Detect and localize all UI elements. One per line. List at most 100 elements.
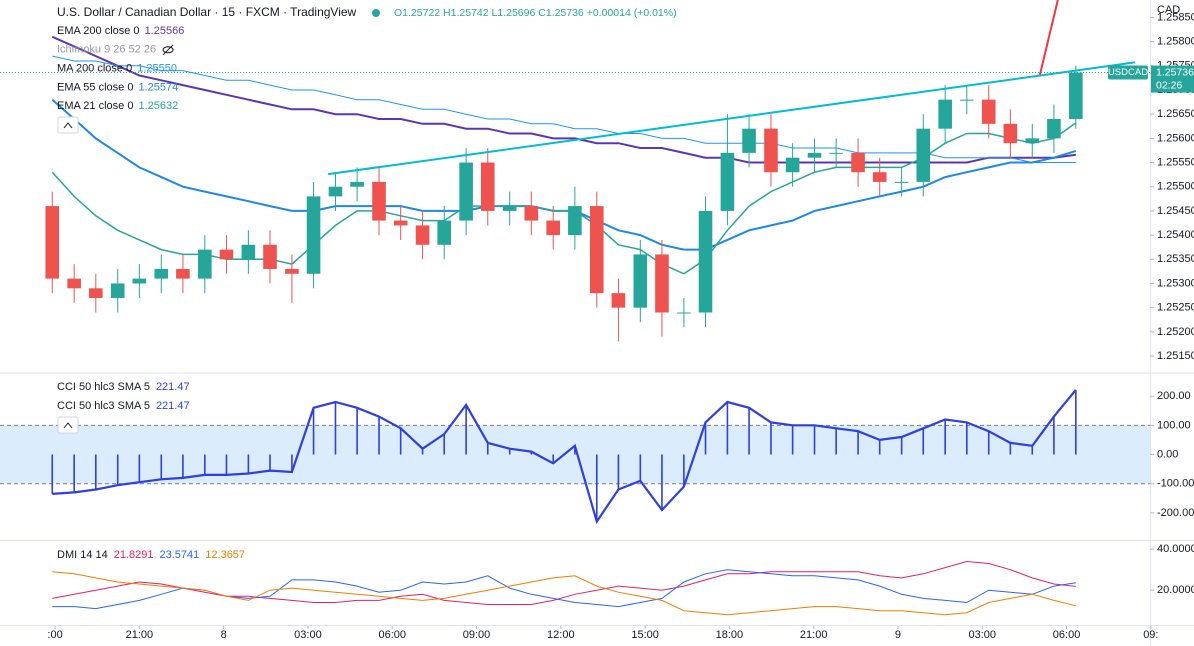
candle-body bbox=[981, 99, 996, 124]
legend-entry: EMA 200 close 0 bbox=[57, 25, 140, 37]
axis-unit: CAD bbox=[1157, 4, 1180, 16]
y-tick-label: 0.00 bbox=[1157, 448, 1178, 460]
x-tick-label: 09:00 bbox=[463, 629, 491, 641]
symbol-title: U.S. Dollar / Canadian Dollar · 15 · FXC… bbox=[57, 5, 357, 19]
x-tick-label: 03:00 bbox=[294, 629, 322, 641]
candle-body bbox=[894, 181, 909, 183]
legend-entry: CCI 50 hlc3 SMA 5 bbox=[57, 400, 150, 412]
ohlc-open: O1.25722 bbox=[394, 7, 440, 19]
candle-body bbox=[502, 206, 517, 211]
y-tick-label: -100.00 bbox=[1157, 478, 1194, 490]
candle-body bbox=[568, 206, 582, 236]
y-tick-label: 1.25650 bbox=[1157, 108, 1194, 120]
y-tick-label: 1.25350 bbox=[1157, 253, 1194, 265]
y-tick-label: 1.25850 bbox=[1157, 11, 1194, 23]
legend-entry: EMA 55 close 0 bbox=[57, 81, 133, 93]
candle-body bbox=[611, 293, 626, 308]
candle-body bbox=[764, 128, 778, 173]
candle-body bbox=[263, 244, 277, 269]
y-tick-label: 20.0000 bbox=[1157, 584, 1194, 596]
candle-body bbox=[589, 206, 604, 294]
x-tick-label: 03:00 bbox=[968, 629, 996, 641]
candle-body bbox=[807, 152, 822, 158]
candle-body bbox=[67, 278, 81, 289]
candle-body bbox=[546, 220, 561, 236]
candle-body bbox=[328, 186, 343, 197]
candle-body bbox=[1069, 72, 1083, 120]
candle-body bbox=[285, 268, 299, 274]
candle-body bbox=[219, 249, 234, 260]
price-tag-countdown: 02:26 bbox=[1156, 79, 1182, 91]
candle-body bbox=[633, 254, 648, 308]
y-tick-label: 1.25600 bbox=[1157, 132, 1194, 144]
y-tick-label: 1.25300 bbox=[1157, 277, 1194, 289]
candle-body bbox=[241, 244, 256, 260]
candle-body bbox=[480, 162, 495, 211]
ohlc-low: L1.25696 bbox=[492, 7, 536, 19]
ohlc-close: C1.25736 bbox=[538, 7, 584, 19]
legend-value: 1.25632 bbox=[138, 100, 178, 112]
legend-title: DMI 14 14 bbox=[57, 549, 108, 561]
y-tick-label: 1.25150 bbox=[1157, 350, 1194, 362]
candle-body bbox=[872, 172, 887, 182]
candle-body bbox=[960, 99, 974, 101]
candle-body bbox=[698, 210, 713, 313]
market-status bbox=[372, 9, 380, 17]
legend-entry: MA 200 close 0 bbox=[57, 63, 132, 75]
candle-body bbox=[655, 254, 669, 313]
visibility-icon bbox=[162, 46, 174, 54]
legend-entry-hidden: Ichimoku 9 26 52 26 bbox=[57, 44, 156, 56]
legend-value: 12.3657 bbox=[205, 549, 245, 561]
legend-value: 21.8291 bbox=[114, 549, 154, 561]
y-tick-label: 200.00 bbox=[1157, 390, 1191, 402]
candle-body bbox=[938, 99, 952, 129]
candle-body bbox=[829, 152, 843, 154]
y-tick-label: 1.25400 bbox=[1157, 229, 1194, 241]
candle-body bbox=[1003, 123, 1018, 144]
y-tick-label: -200.00 bbox=[1157, 507, 1194, 519]
candle-body bbox=[372, 181, 386, 221]
indicator-line bbox=[51, 35, 1076, 164]
y-tick-label: 40.0000 bbox=[1157, 543, 1194, 555]
legend-value: 23.5741 bbox=[160, 549, 200, 561]
x-tick-label: 21:00 bbox=[126, 629, 154, 641]
y-tick-label: 1.25450 bbox=[1157, 205, 1194, 217]
candle-body bbox=[176, 268, 190, 279]
oscillator-line bbox=[52, 389, 1077, 525]
x-tick-label: 9 bbox=[895, 629, 901, 641]
legend-entry: CCI 50 hlc3 SMA 5 bbox=[57, 381, 150, 393]
x-tick-label: 09: bbox=[1143, 629, 1158, 641]
candle-body bbox=[785, 157, 800, 173]
collapse-button[interactable] bbox=[57, 116, 79, 134]
candle-body bbox=[1047, 119, 1061, 139]
y-tick-label: 1.25200 bbox=[1157, 326, 1194, 338]
collapse-button[interactable] bbox=[57, 416, 79, 434]
candle-body bbox=[110, 283, 125, 298]
candle-body bbox=[720, 152, 735, 211]
y-tick-label: 1.25250 bbox=[1157, 302, 1194, 314]
candle-body bbox=[851, 152, 865, 173]
symbol-tag bbox=[1108, 65, 1148, 80]
candle-body bbox=[132, 278, 147, 284]
y-tick-label: 1.25550 bbox=[1157, 156, 1194, 168]
x-tick-label: :00 bbox=[47, 629, 62, 641]
candle-body bbox=[524, 206, 539, 221]
legend-value: 221.47 bbox=[156, 400, 190, 412]
legend-value: 221.47 bbox=[156, 381, 190, 393]
candle-body bbox=[677, 312, 691, 314]
legend-value: 1.25550 bbox=[137, 63, 177, 75]
legend-value: 1.25574 bbox=[138, 81, 178, 93]
candle-body bbox=[45, 206, 60, 279]
candle-body bbox=[415, 225, 430, 245]
ohlc-high: H1.25742 bbox=[443, 7, 489, 19]
candle-body bbox=[916, 128, 931, 182]
symbol-tag-label: USDCAD bbox=[1108, 67, 1148, 78]
trend-line bbox=[1038, 0, 1059, 76]
indicator-line bbox=[52, 571, 1076, 616]
y-tick-label: 1.25800 bbox=[1157, 36, 1194, 48]
y-tick-label: 100.00 bbox=[1157, 419, 1191, 431]
x-tick-label: 15:00 bbox=[631, 629, 659, 641]
trend-line bbox=[328, 61, 1135, 176]
